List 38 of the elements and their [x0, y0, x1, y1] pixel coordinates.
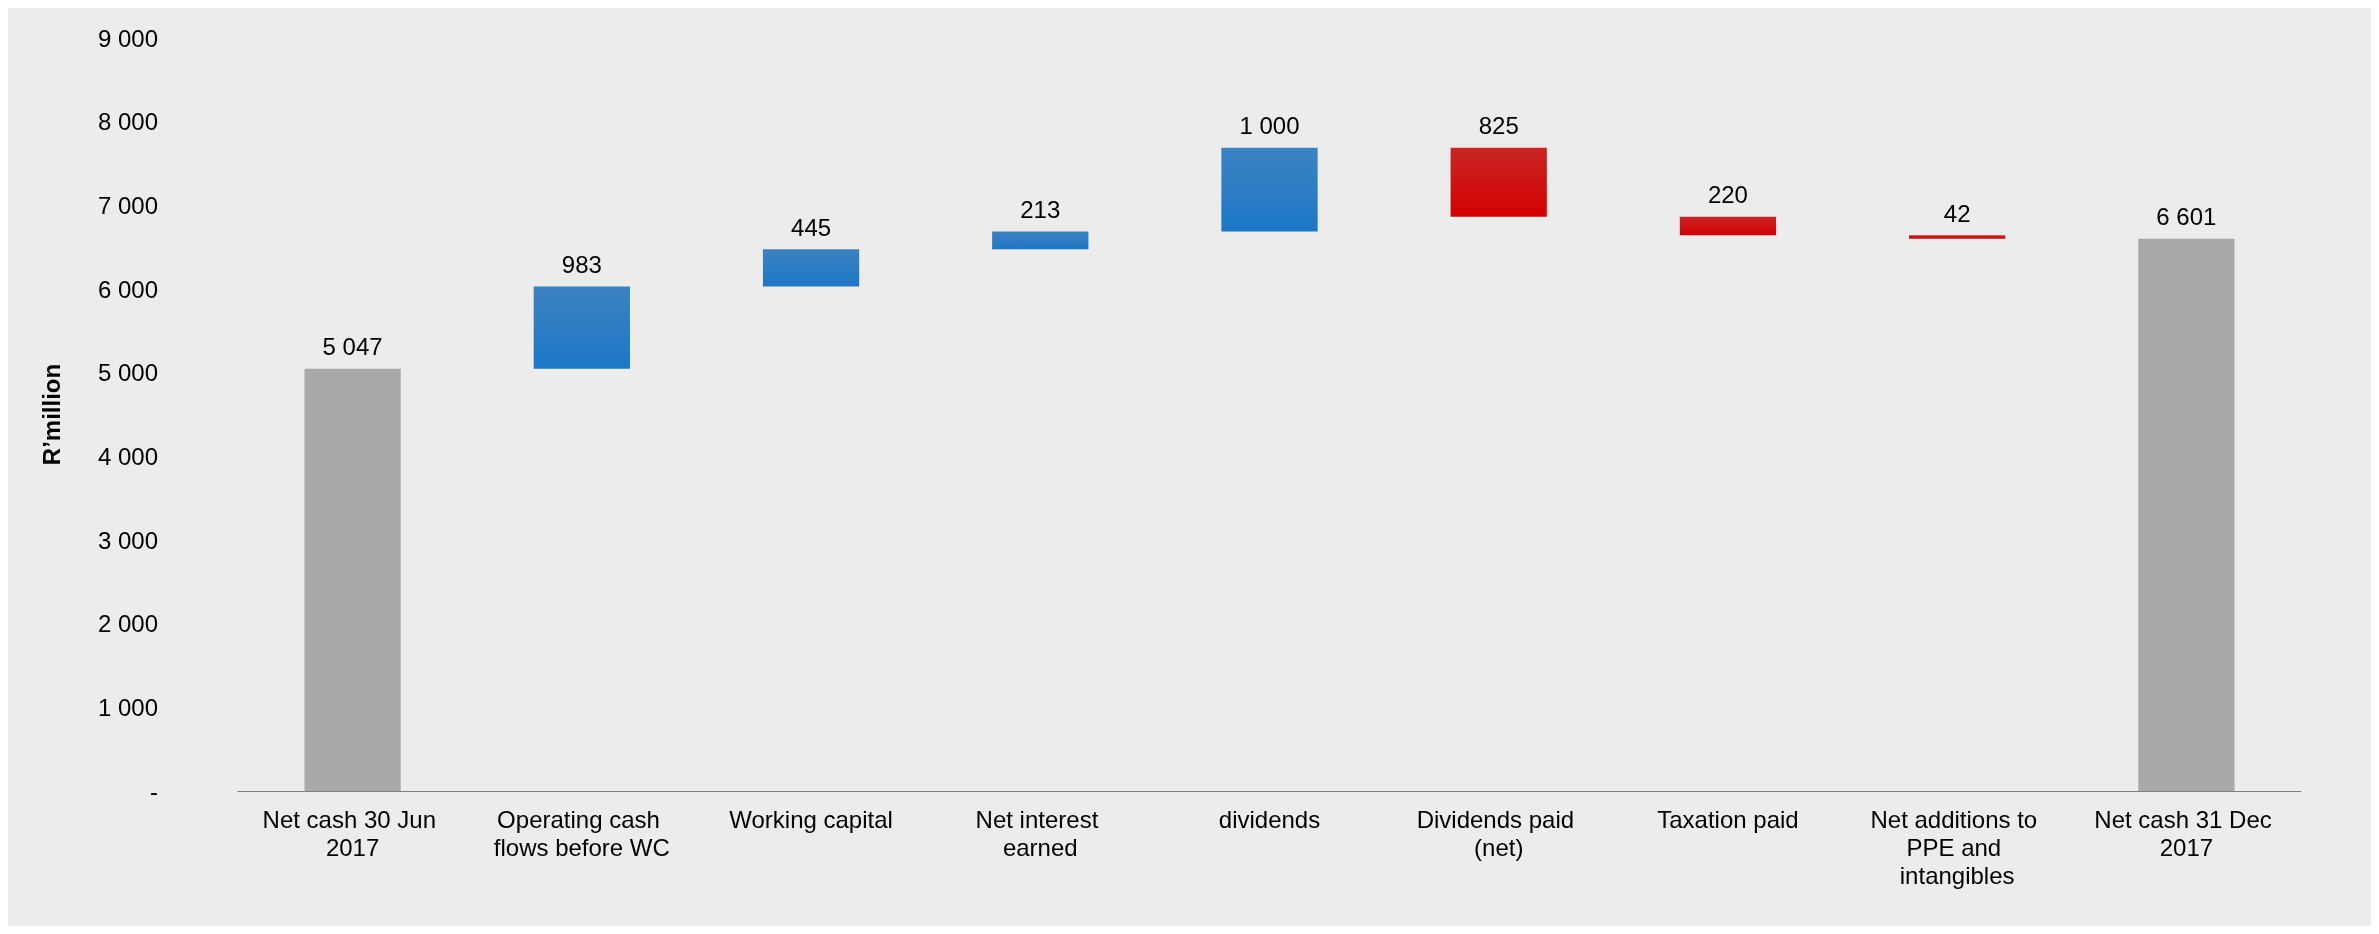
data-label: 1 000 [1239, 112, 1300, 140]
bar [1679, 216, 1777, 236]
bar [762, 249, 860, 287]
y-tick-label: 6 000 [97, 275, 158, 303]
bar [1450, 147, 1547, 217]
y-tick-label: 9 000 [97, 24, 158, 52]
x-tick-label: Net cash 31 Dec 2017 [2094, 805, 2279, 861]
y-tick-label: 5 000 [97, 359, 158, 387]
y-axis-title: R’million [37, 363, 65, 466]
x-tick-label: Operating cash flows before WC [493, 805, 670, 861]
data-label: 445 [791, 213, 832, 241]
x-tick-label: Net cash 30 Jun 2017 [262, 805, 443, 861]
bar [1221, 147, 1318, 232]
y-tick-label: 8 000 [97, 108, 158, 136]
y-tick-label: 2 000 [97, 610, 158, 638]
data-label: 5 047 [322, 333, 383, 361]
x-tick-label: Working capital [729, 805, 893, 833]
data-label: 983 [561, 250, 602, 278]
bar [992, 231, 1089, 250]
data-label: 220 [1707, 181, 1748, 209]
data-label: 213 [1020, 195, 1061, 223]
y-tick-label: - [150, 777, 158, 805]
bar [1909, 235, 2006, 239]
bar [2138, 238, 2235, 791]
bar [533, 286, 630, 369]
bar [304, 368, 401, 791]
y-tick-label: 3 000 [97, 526, 158, 554]
x-tick-label: dividends [1218, 805, 1321, 833]
data-label: 825 [1478, 112, 1519, 140]
y-tick-label: 4 000 [97, 442, 158, 470]
x-tick-label: Net interest earned [975, 805, 1105, 861]
x-tick-label: Net additions to PPE and intangibles [1870, 805, 2044, 889]
x-tick-label: Dividends paid (net) [1416, 805, 1581, 861]
data-label: 42 [1943, 199, 1971, 227]
y-tick-label: 7 000 [97, 191, 158, 219]
y-tick-label: 1 000 [97, 693, 158, 721]
x-tick-label: Taxation paid [1657, 805, 1799, 833]
data-label: 6 601 [2156, 203, 2217, 231]
